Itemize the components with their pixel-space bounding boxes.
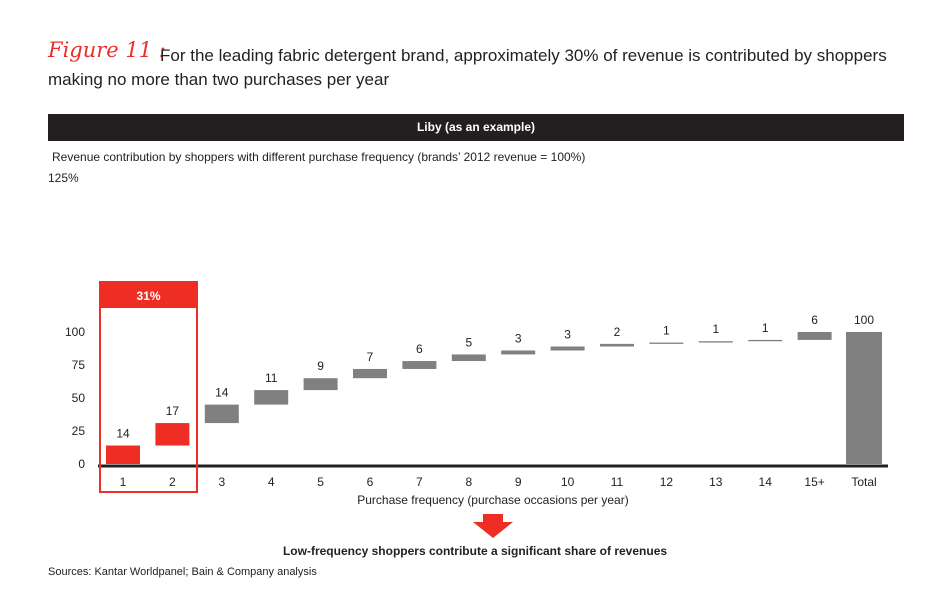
x-tick-label: Total — [851, 475, 876, 489]
bar-4 — [254, 390, 289, 405]
data-label: 14 — [116, 427, 130, 441]
x-tick-label: 5 — [317, 475, 324, 489]
x-tick-label: 14 — [759, 475, 773, 489]
x-tick-label: 10 — [561, 475, 575, 489]
figure-title-line2: making no more than two purchases per ye… — [48, 70, 390, 89]
chart-header-bar: Liby (as an example) — [48, 114, 904, 141]
data-label: 5 — [465, 335, 472, 349]
y-tick-label: 0 — [78, 457, 85, 471]
data-label: 6 — [416, 342, 423, 356]
x-tick-label: 15+ — [804, 475, 824, 489]
bar-3 — [204, 404, 239, 424]
data-label: 3 — [564, 328, 571, 342]
bar-6 — [353, 368, 387, 379]
bar-5 — [303, 378, 338, 391]
bar-15plus — [797, 332, 832, 340]
highlight-label: 31% — [136, 289, 160, 303]
down-arrow-icon — [473, 514, 513, 538]
data-label: 3 — [515, 331, 522, 345]
bar-7 — [402, 361, 437, 369]
data-label: 9 — [317, 359, 324, 373]
x-tick-label: 9 — [515, 475, 522, 489]
x-tick-label: 6 — [367, 475, 374, 489]
y-tick-label: 25 — [72, 424, 86, 438]
data-label: 1 — [762, 321, 769, 335]
bar-8 — [451, 354, 486, 362]
callout-text: Low-frequency shoppers contribute a sign… — [282, 544, 668, 558]
x-tick-label: 11 — [611, 475, 624, 489]
x-axis-label: Purchase frequency (purchase occasions p… — [357, 493, 628, 507]
y-tick-label: 50 — [72, 391, 86, 405]
y-tick-label: 100 — [65, 325, 85, 339]
bar-total — [846, 332, 882, 464]
data-label: 11 — [265, 371, 278, 385]
bar-14 — [748, 339, 783, 342]
bar-11 — [600, 343, 634, 347]
sources-note: Sources: Kantar Worldpanel; Bain & Compa… — [48, 566, 317, 578]
x-tick-label: 13 — [709, 475, 723, 489]
x-tick-label: 4 — [268, 475, 275, 489]
figure-title: For the leading fabric detergent brand, … — [160, 46, 887, 65]
x-tick-label: 1 — [120, 475, 127, 489]
bar-9 — [501, 350, 536, 355]
y-tick-label: 75 — [72, 358, 86, 372]
x-tick-label: 7 — [416, 475, 423, 489]
bar-1 — [106, 445, 140, 464]
chart-subtitle: Revenue contribution by shoppers with di… — [52, 150, 586, 164]
x-tick-label: 12 — [660, 475, 674, 489]
highlight-header — [100, 282, 197, 308]
bar-2 — [155, 423, 190, 446]
data-label: 17 — [166, 404, 180, 418]
bar-10 — [550, 346, 585, 351]
x-tick-label: 2 — [169, 475, 176, 489]
data-label: 1 — [712, 322, 719, 336]
data-label: 1 — [663, 324, 670, 338]
bar-12 — [649, 342, 684, 344]
y-tick-125: 125% — [48, 171, 79, 185]
x-tick-label: 3 — [218, 475, 225, 489]
figure-label: Figure 11 : — [48, 38, 166, 62]
data-label: 7 — [367, 350, 374, 364]
data-label: 100 — [854, 313, 874, 327]
bar-13 — [698, 341, 733, 343]
data-label: 6 — [811, 313, 818, 327]
data-label: 14 — [215, 386, 229, 400]
x-tick-label: 8 — [465, 475, 472, 489]
data-label: 2 — [614, 325, 621, 339]
